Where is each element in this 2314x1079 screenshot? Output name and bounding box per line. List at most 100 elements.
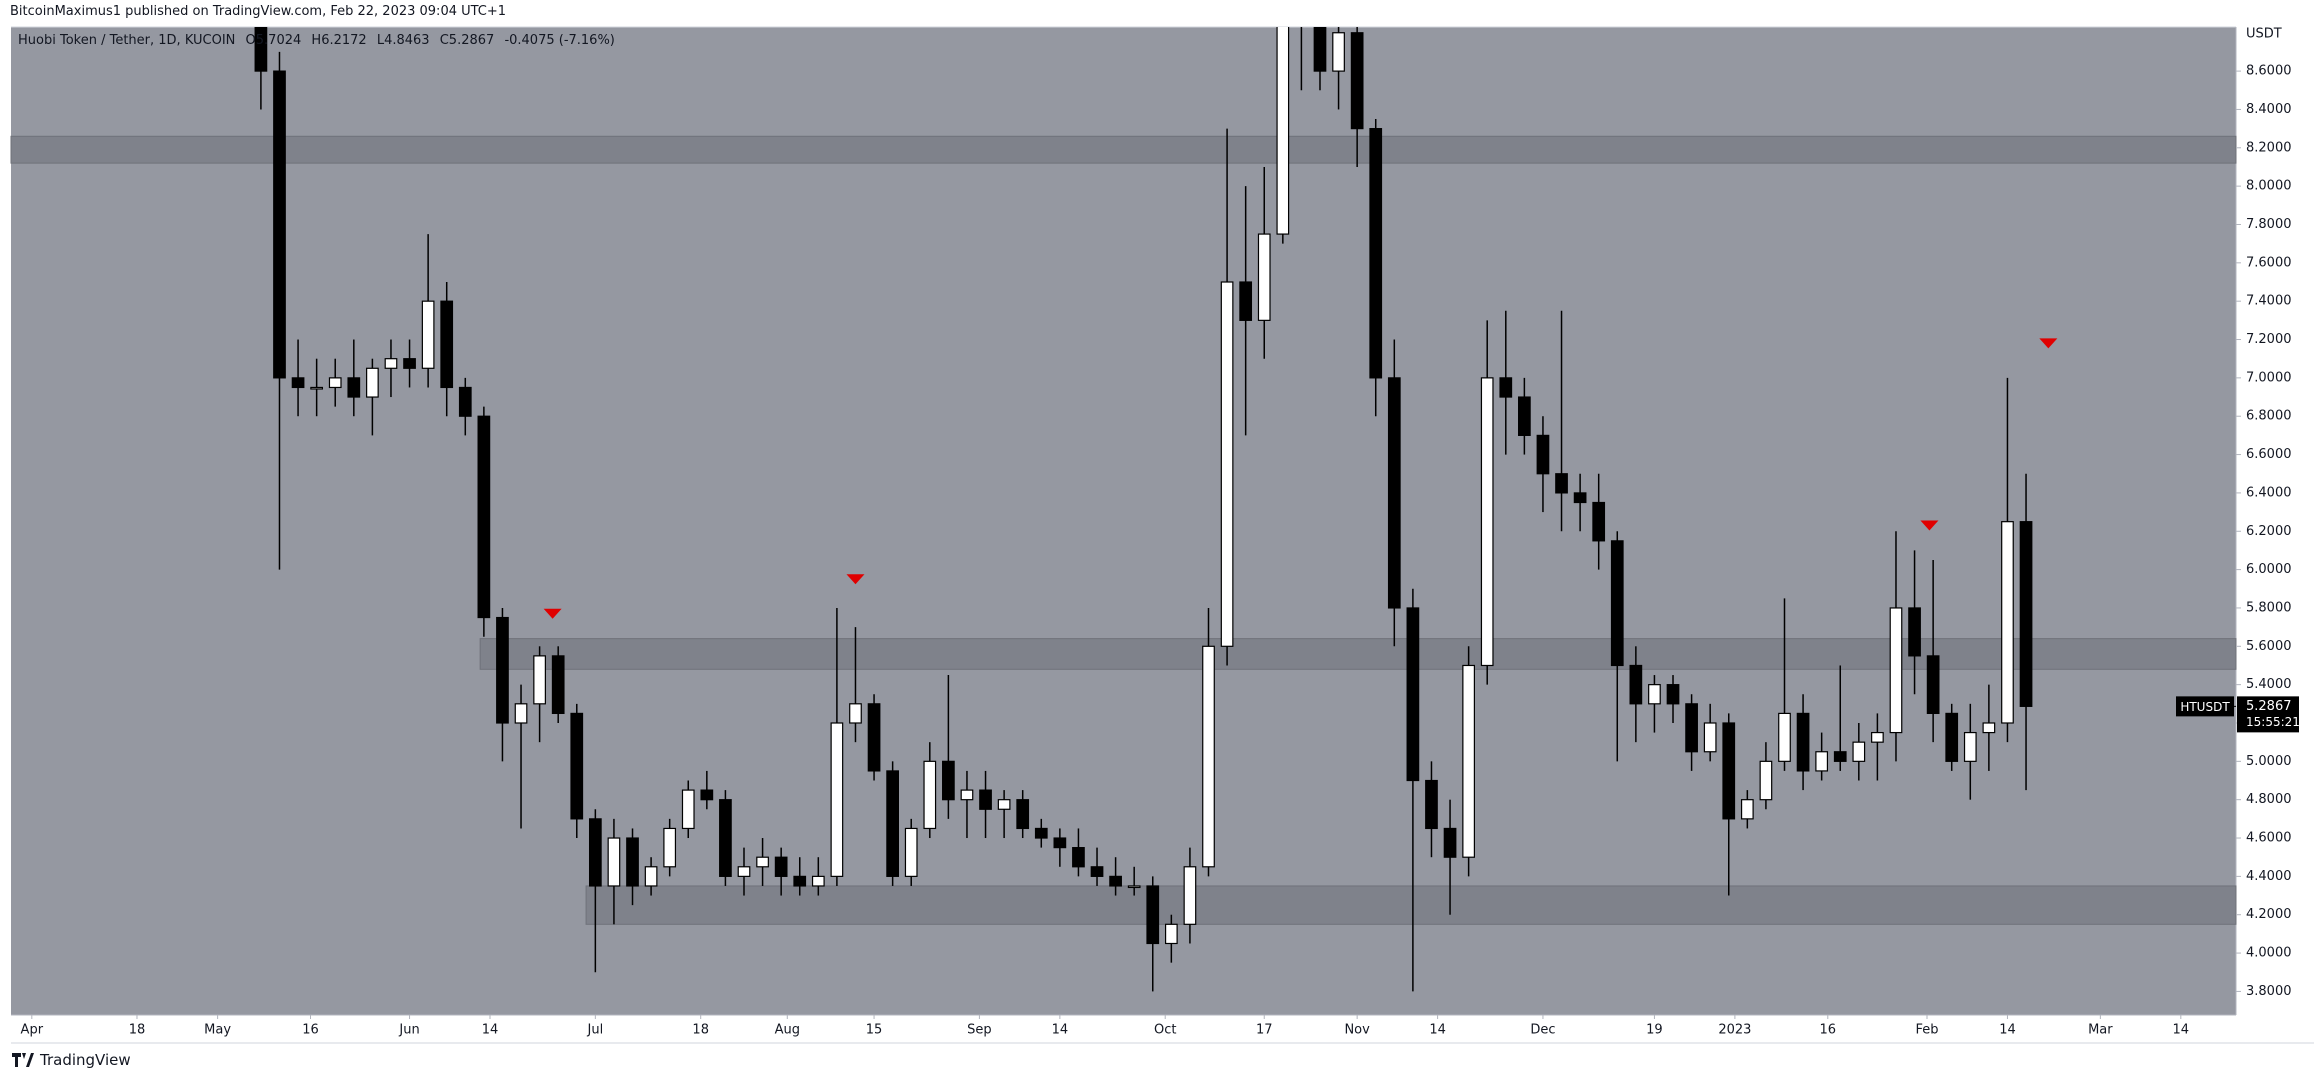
candle-body: [1889, 607, 1903, 734]
x-tick-label: Mar: [2088, 1023, 2113, 1038]
candle-body: [570, 712, 584, 820]
candle-body: [1926, 655, 1940, 715]
x-tick-label: Aug: [775, 1023, 800, 1038]
legend-key: H: [311, 33, 322, 48]
candle-body: [1276, 27, 1290, 235]
arrow-marker: [543, 608, 562, 619]
x-tick-label: 14: [1999, 1023, 2016, 1038]
y-tick-label: 7.8000: [2246, 217, 2292, 232]
candle-body: [663, 827, 677, 868]
y-tick-label: 8.4000: [2246, 102, 2292, 117]
y-tick-label: 5.8000: [2246, 600, 2292, 615]
candle-body: [960, 789, 974, 801]
x-tick-label: 17: [1256, 1023, 1273, 1038]
candle-body: [1425, 779, 1438, 830]
legend-key: O: [245, 33, 256, 48]
candle-body: [811, 875, 825, 887]
candle-body: [1648, 684, 1661, 705]
candle-body: [1963, 731, 1977, 762]
candle-body: [1109, 875, 1122, 887]
candle-body: [923, 760, 937, 830]
arrow-marker: [1920, 520, 1939, 531]
x-tick-label: Dec: [1530, 1023, 1555, 1038]
footer-text: TradingView: [40, 1051, 131, 1069]
candle-body: [793, 875, 807, 887]
x-tick-label: Nov: [1344, 1023, 1370, 1038]
footer: TradingView: [12, 1051, 131, 1069]
zone: [479, 638, 2237, 670]
candle-body: [1796, 712, 1810, 772]
candle-body: [719, 799, 732, 877]
candle-body: [1016, 799, 1030, 830]
candle-body: [1220, 281, 1234, 647]
candle-body: [1610, 540, 1624, 667]
candle-body: [1369, 128, 1383, 379]
legend-value: 6.2172: [321, 33, 367, 48]
y-tick-label: 4.8000: [2246, 792, 2292, 807]
candle-body: [1592, 501, 1606, 542]
candle-body: [551, 655, 565, 715]
candle-body: [1536, 434, 1550, 475]
candle-body: [1740, 799, 1754, 820]
candle-body: [1908, 607, 1921, 657]
candle-body: [1387, 377, 1401, 609]
candle-body: [1685, 703, 1698, 753]
logo: [12, 1053, 34, 1067]
candle-body: [1443, 827, 1457, 858]
symbol-label: HTUSDT: [2180, 700, 2230, 714]
y-tick-label: 7.2000: [2246, 332, 2292, 347]
candle-body: [440, 300, 454, 389]
x-tick-label: Oct: [1154, 1023, 1176, 1038]
candle-body: [1202, 645, 1215, 868]
candle-body: [737, 866, 751, 877]
candle-body: [347, 377, 361, 398]
candle-body: [867, 703, 881, 772]
candle-body: [1945, 712, 1959, 762]
candle-body: [403, 358, 416, 369]
x-tick-label: 2023: [1718, 1023, 1751, 1038]
x-tick-label: 18: [692, 1023, 709, 1038]
candle-body: [1296, 14, 1308, 16]
candle-body: [514, 703, 528, 724]
candle-body: [1871, 731, 1884, 743]
candle-body: [1350, 32, 1364, 130]
price-tag: [2237, 696, 2299, 733]
zone: [10, 135, 2237, 164]
candle-body: [607, 837, 621, 887]
candle-body: [1127, 885, 1141, 889]
legend-key: L: [376, 33, 385, 48]
candle-body: [774, 856, 788, 877]
countdown: 15:55:21: [2246, 715, 2300, 729]
legend-value: 4.8463: [384, 33, 430, 48]
x-tick-label: 16: [1820, 1023, 1837, 1038]
y-tick-label: 6.4000: [2246, 485, 2292, 500]
legend: Huobi Token / Tether, 1D, KUCOIN O5.7024…: [18, 33, 615, 48]
y-tick-label: 7.0000: [2246, 370, 2292, 385]
candle-body: [1666, 684, 1680, 705]
legend-value: 5.7024: [255, 33, 302, 48]
publisher: BitcoinMaximus1 published on TradingView…: [10, 4, 507, 19]
candle-body: [477, 415, 491, 619]
candle-body: [291, 377, 305, 389]
y-tick-label: 8.2000: [2246, 140, 2292, 155]
candle-body: [1313, 27, 1327, 72]
candle-body: [1573, 492, 1587, 504]
y-tick-label: 6.8000: [2246, 409, 2292, 424]
y-tick-label: 5.4000: [2246, 677, 2292, 692]
candle-body: [1815, 751, 1829, 772]
y-tick-label: 4.4000: [2246, 869, 2292, 884]
x-tick-label: Jul: [587, 1023, 604, 1038]
x-tick-label: Feb: [1915, 1023, 1938, 1038]
candle-body: [1164, 923, 1178, 945]
candle-body: [384, 358, 398, 369]
candle-body: [310, 386, 324, 390]
candle-body: [849, 703, 862, 724]
candle-body: [533, 655, 546, 705]
candle-body: [1555, 473, 1568, 494]
plot-background: [11, 27, 2236, 1015]
candle-body: [1480, 377, 1494, 667]
candle-body: [979, 789, 992, 810]
y-tick-label: 6.0000: [2246, 562, 2292, 577]
